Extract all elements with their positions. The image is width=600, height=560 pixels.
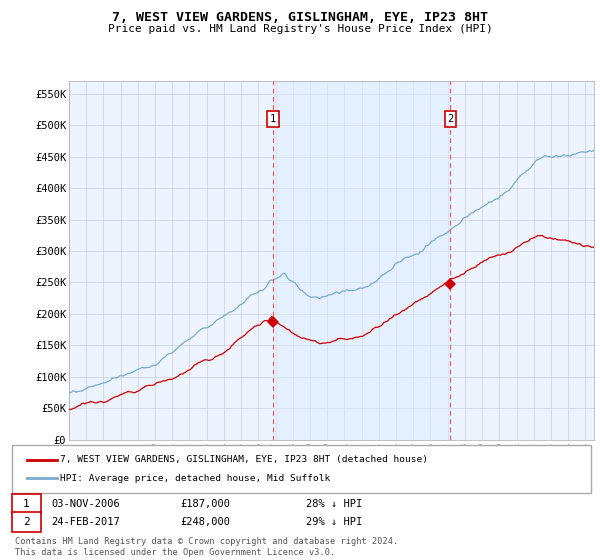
Text: 28% ↓ HPI: 28% ↓ HPI	[306, 499, 362, 509]
Text: Contains HM Land Registry data © Crown copyright and database right 2024.
This d: Contains HM Land Registry data © Crown c…	[15, 537, 398, 557]
Text: £248,000: £248,000	[180, 517, 230, 527]
Text: HPI: Average price, detached house, Mid Suffolk: HPI: Average price, detached house, Mid …	[60, 474, 330, 483]
Text: Price paid vs. HM Land Registry's House Price Index (HPI): Price paid vs. HM Land Registry's House …	[107, 24, 493, 34]
Text: 24-FEB-2017: 24-FEB-2017	[51, 517, 120, 527]
Text: 03-NOV-2006: 03-NOV-2006	[51, 499, 120, 509]
Text: £187,000: £187,000	[180, 499, 230, 509]
Text: 7, WEST VIEW GARDENS, GISLINGHAM, EYE, IP23 8HT: 7, WEST VIEW GARDENS, GISLINGHAM, EYE, I…	[112, 11, 488, 24]
Text: 1: 1	[269, 114, 276, 124]
Text: 29% ↓ HPI: 29% ↓ HPI	[306, 517, 362, 527]
Text: 7, WEST VIEW GARDENS, GISLINGHAM, EYE, IP23 8HT (detached house): 7, WEST VIEW GARDENS, GISLINGHAM, EYE, I…	[60, 455, 428, 464]
Text: 1: 1	[23, 499, 30, 509]
Text: 2: 2	[23, 517, 30, 527]
Text: 2: 2	[447, 114, 454, 124]
